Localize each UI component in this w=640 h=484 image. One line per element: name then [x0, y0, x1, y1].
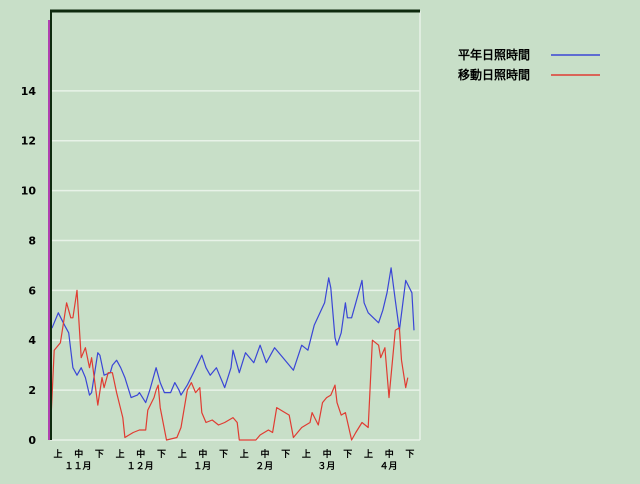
x-tick-dekad: 中	[323, 448, 332, 460]
x-tick-labels: 上中下上中下上中下上中下上中下上中下１１月 １２月 １月 ２月 ３月 ４月	[53, 448, 414, 472]
x-tick-month: １月	[193, 461, 211, 472]
y-tick-label: 0	[28, 434, 36, 447]
series-line-1	[49, 289, 409, 441]
y-tick-labels: 0 2 4 6 8 10 12 14	[21, 85, 37, 447]
x-tick-dekad: 上	[240, 448, 249, 460]
x-tick-dekad: 上	[178, 448, 187, 460]
x-tick-dekad: 上	[364, 448, 373, 460]
y-tick-label: 8	[28, 234, 36, 247]
x-tick-dekad: 中	[136, 448, 145, 460]
x-tick-dekad: 上	[53, 448, 62, 460]
x-tick-dekad: 中	[260, 448, 269, 460]
y-tick-label: 12	[21, 135, 36, 148]
y-tick-label: 4	[28, 334, 36, 347]
x-tick-dekad: 中	[74, 448, 83, 460]
series-line-0	[49, 267, 415, 404]
x-tick-month: ２月	[255, 461, 273, 472]
x-tick-dekad: 中	[198, 448, 207, 460]
x-tick-dekad: 下	[405, 449, 414, 460]
x-tick-month: １２月	[127, 461, 154, 472]
legend-label-normal: 平年日照時間	[458, 47, 530, 62]
legend: 平年日照時間 移動日照時間	[458, 47, 600, 82]
x-tick-month: ４月	[379, 461, 397, 472]
x-tick-dekad: 下	[343, 449, 352, 460]
x-tick-month: ３月	[317, 461, 335, 472]
x-tick-dekad: 上	[302, 448, 311, 460]
x-tick-dekad: 中	[385, 448, 394, 460]
x-tick-dekad: 下	[281, 449, 290, 460]
x-tick-dekad: 下	[219, 449, 228, 460]
y-tick-label: 6	[28, 284, 36, 297]
legend-label-moving: 移動日照時間	[458, 67, 530, 82]
y-tick-label: 10	[21, 185, 37, 198]
x-tick-dekad: 上	[116, 448, 125, 460]
plot-frame	[48, 9, 420, 440]
y-tick-label: 14	[21, 85, 37, 98]
x-tick-dekad: 下	[157, 449, 166, 460]
grid-lines	[50, 11, 421, 441]
x-tick-dekad: 下	[95, 449, 104, 460]
x-tick-month: １１月	[64, 461, 91, 472]
y-tick-label: 2	[28, 384, 36, 397]
series-lines	[49, 267, 415, 441]
